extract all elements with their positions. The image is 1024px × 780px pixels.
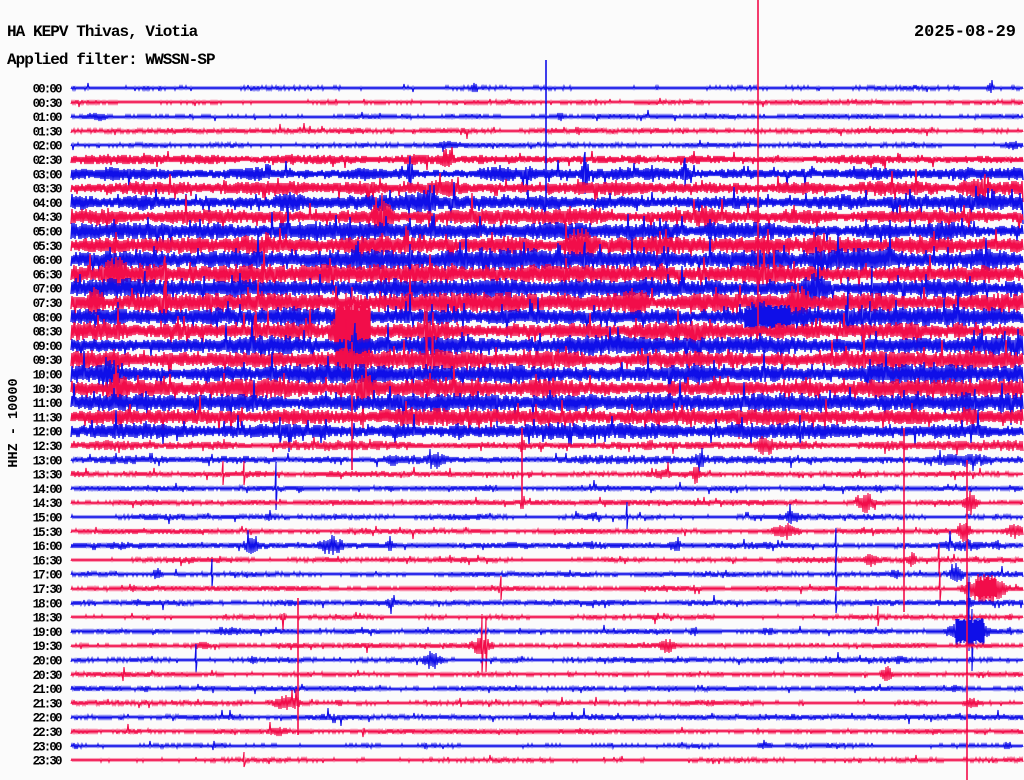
svg-text:20:30: 20:30 <box>33 669 62 683</box>
svg-text:07:30: 07:30 <box>33 297 62 311</box>
svg-text:05:30: 05:30 <box>33 240 62 254</box>
svg-text:04:30: 04:30 <box>33 211 62 225</box>
svg-text:15:30: 15:30 <box>33 526 62 540</box>
svg-text:13:30: 13:30 <box>33 469 62 483</box>
svg-text:19:00: 19:00 <box>33 626 62 640</box>
svg-text:14:30: 14:30 <box>33 497 62 511</box>
svg-text:10:00: 10:00 <box>33 369 62 383</box>
svg-text:18:00: 18:00 <box>33 597 62 611</box>
svg-text:03:30: 03:30 <box>33 183 62 197</box>
svg-text:05:00: 05:00 <box>33 226 62 240</box>
svg-text:20:00: 20:00 <box>33 655 62 669</box>
svg-text:12:30: 12:30 <box>33 440 62 454</box>
svg-text:06:00: 06:00 <box>33 254 62 268</box>
svg-text:11:00: 11:00 <box>33 397 62 411</box>
svg-text:14:00: 14:00 <box>33 483 62 497</box>
svg-text:08:30: 08:30 <box>33 326 62 340</box>
svg-text:HA KEPV Thivas, Viotia: HA KEPV Thivas, Viotia <box>7 23 199 41</box>
svg-text:09:30: 09:30 <box>33 354 62 368</box>
svg-text:02:00: 02:00 <box>33 140 62 154</box>
svg-text:Applied filter: WWSSN-SP: Applied filter: WWSSN-SP <box>7 51 215 69</box>
svg-text:06:30: 06:30 <box>33 268 62 282</box>
svg-text:23:30: 23:30 <box>33 755 62 769</box>
svg-text:HHZ - 10000: HHZ - 10000 <box>7 378 22 467</box>
svg-text:04:00: 04:00 <box>33 197 62 211</box>
svg-text:22:00: 22:00 <box>33 712 62 726</box>
svg-text:00:30: 00:30 <box>33 97 62 111</box>
svg-text:00:00: 00:00 <box>33 83 62 97</box>
svg-text:01:30: 01:30 <box>33 125 62 139</box>
svg-text:09:00: 09:00 <box>33 340 62 354</box>
svg-text:16:30: 16:30 <box>33 554 62 568</box>
svg-text:21:00: 21:00 <box>33 683 62 697</box>
svg-text:01:00: 01:00 <box>33 111 62 125</box>
svg-text:21:30: 21:30 <box>33 697 62 711</box>
svg-text:23:00: 23:00 <box>33 740 62 754</box>
svg-text:02:30: 02:30 <box>33 154 62 168</box>
svg-text:13:00: 13:00 <box>33 454 62 468</box>
svg-text:17:30: 17:30 <box>33 583 62 597</box>
svg-text:07:00: 07:00 <box>33 283 62 297</box>
svg-text:08:00: 08:00 <box>33 311 62 325</box>
svg-text:11:30: 11:30 <box>33 411 62 425</box>
svg-text:18:30: 18:30 <box>33 612 62 626</box>
svg-text:16:00: 16:00 <box>33 540 62 554</box>
svg-text:22:30: 22:30 <box>33 726 62 740</box>
svg-text:19:30: 19:30 <box>33 640 62 654</box>
svg-text:2025-08-29: 2025-08-29 <box>914 23 1016 42</box>
svg-text:10:30: 10:30 <box>33 383 62 397</box>
svg-text:03:00: 03:00 <box>33 168 62 182</box>
svg-text:17:00: 17:00 <box>33 569 62 583</box>
svg-text:12:00: 12:00 <box>33 426 62 440</box>
svg-text:15:00: 15:00 <box>33 512 62 526</box>
